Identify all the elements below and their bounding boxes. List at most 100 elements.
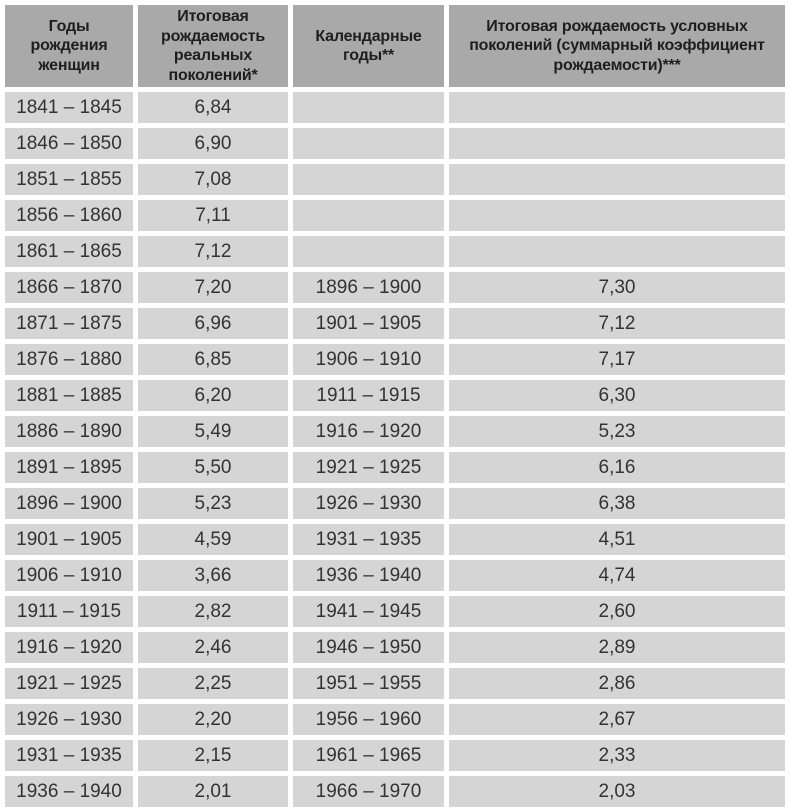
cell-cohort-fertility: 7,11 <box>138 200 288 232</box>
cell-cohort-fertility: 7,20 <box>138 272 288 304</box>
table-row: 1881 – 1885 6,20 1911 – 1915 6,30 <box>5 380 785 412</box>
cell-cohort-fertility: 6,84 <box>138 92 288 124</box>
table-row: 1911 – 1915 2,82 1941 – 1945 2,60 <box>5 596 785 628</box>
cell-calendar-years: 1941 – 1945 <box>293 596 444 628</box>
cell-birth-years: 1926 – 1930 <box>5 704 133 736</box>
table-row: 1871 – 1875 6,96 1901 – 1905 7,12 <box>5 308 785 340</box>
table-row: 1866 – 1870 7,20 1896 – 1900 7,30 <box>5 272 785 304</box>
table-row: 1931 – 1935 2,15 1961 – 1965 2,33 <box>5 740 785 772</box>
table-row: 1876 – 1880 6,85 1906 – 1910 7,17 <box>5 344 785 376</box>
cell-calendar-years: 1906 – 1910 <box>293 344 444 376</box>
cell-birth-years: 1856 – 1860 <box>5 200 133 232</box>
table-row: 1841 – 1845 6,84 <box>5 92 785 124</box>
cell-calendar-years <box>293 164 444 196</box>
cell-birth-years: 1881 – 1885 <box>5 380 133 412</box>
cell-calendar-years <box>293 236 444 268</box>
cell-calendar-years: 1896 – 1900 <box>293 272 444 304</box>
cell-period-fertility: 7,12 <box>449 308 785 340</box>
cell-calendar-years <box>293 200 444 232</box>
cell-calendar-years: 1951 – 1955 <box>293 668 444 700</box>
table-row: 1861 – 1865 7,12 <box>5 236 785 268</box>
cell-calendar-years: 1931 – 1935 <box>293 524 444 556</box>
cell-cohort-fertility: 2,01 <box>138 776 288 808</box>
table-row: 1851 – 1855 7,08 <box>5 164 785 196</box>
cell-cohort-fertility: 6,85 <box>138 344 288 376</box>
cell-cohort-fertility: 6,90 <box>138 128 288 160</box>
cell-period-fertility <box>449 236 785 268</box>
cell-period-fertility: 7,30 <box>449 272 785 304</box>
table-body: 1841 – 1845 6,84 1846 – 1850 6,90 1851 – 185… <box>5 92 785 808</box>
cell-calendar-years: 1956 – 1960 <box>293 704 444 736</box>
cell-period-fertility: 6,38 <box>449 488 785 520</box>
cell-birth-years: 1891 – 1895 <box>5 452 133 484</box>
table-row: 1846 – 1850 6,90 <box>5 128 785 160</box>
cell-cohort-fertility: 2,46 <box>138 632 288 664</box>
cell-birth-years: 1886 – 1890 <box>5 416 133 448</box>
cell-cohort-fertility: 7,08 <box>138 164 288 196</box>
cell-birth-years: 1911 – 1915 <box>5 596 133 628</box>
table-row: 1891 – 1895 5,50 1921 – 1925 6,16 <box>5 452 785 484</box>
table-row: 1886 – 1890 5,49 1916 – 1920 5,23 <box>5 416 785 448</box>
cell-calendar-years: 1901 – 1905 <box>293 308 444 340</box>
cell-period-fertility: 2,33 <box>449 740 785 772</box>
cell-calendar-years: 1911 – 1915 <box>293 380 444 412</box>
cell-cohort-fertility: 2,25 <box>138 668 288 700</box>
col-header-cohort-fertility: Итоговая рождаемость реальных поколений* <box>138 5 288 88</box>
cell-birth-years: 1896 – 1900 <box>5 488 133 520</box>
cell-period-fertility: 2,03 <box>449 776 785 808</box>
cell-calendar-years: 1961 – 1965 <box>293 740 444 772</box>
cell-cohort-fertility: 5,50 <box>138 452 288 484</box>
cell-birth-years: 1841 – 1845 <box>5 92 133 124</box>
cell-birth-years: 1906 – 1910 <box>5 560 133 592</box>
table-header-row: Годы рождения женщин Итоговая рождаемост… <box>5 5 785 88</box>
cell-cohort-fertility: 4,59 <box>138 524 288 556</box>
cell-period-fertility: 2,67 <box>449 704 785 736</box>
table-row: 1936 – 1940 2,01 1966 – 1970 2,03 <box>5 776 785 808</box>
cell-period-fertility <box>449 164 785 196</box>
cell-birth-years: 1861 – 1865 <box>5 236 133 268</box>
col-header-period-fertility: Итоговая рождаемость условных поколений … <box>449 5 785 88</box>
cell-calendar-years: 1936 – 1940 <box>293 560 444 592</box>
cell-birth-years: 1921 – 1925 <box>5 668 133 700</box>
cell-cohort-fertility: 2,15 <box>138 740 288 772</box>
cell-cohort-fertility: 5,49 <box>138 416 288 448</box>
cell-period-fertility: 5,23 <box>449 416 785 448</box>
cell-calendar-years: 1916 – 1920 <box>293 416 444 448</box>
cell-period-fertility: 2,86 <box>449 668 785 700</box>
cell-calendar-years: 1921 – 1925 <box>293 452 444 484</box>
cell-cohort-fertility: 2,82 <box>138 596 288 628</box>
table-row: 1856 – 1860 7,11 <box>5 200 785 232</box>
cell-cohort-fertility: 6,20 <box>138 380 288 412</box>
cell-birth-years: 1901 – 1905 <box>5 524 133 556</box>
cell-period-fertility: 4,74 <box>449 560 785 592</box>
table-row: 1921 – 1925 2,25 1951 – 1955 2,86 <box>5 668 785 700</box>
cell-birth-years: 1846 – 1850 <box>5 128 133 160</box>
cell-birth-years: 1871 – 1875 <box>5 308 133 340</box>
table-row: 1916 – 1920 2,46 1946 – 1950 2,89 <box>5 632 785 664</box>
cell-cohort-fertility: 5,23 <box>138 488 288 520</box>
cell-birth-years: 1916 – 1920 <box>5 632 133 664</box>
cell-period-fertility: 6,30 <box>449 380 785 412</box>
cell-period-fertility: 7,17 <box>449 344 785 376</box>
cell-period-fertility <box>449 128 785 160</box>
table-row: 1926 – 1930 2,20 1956 – 1960 2,67 <box>5 704 785 736</box>
cell-cohort-fertility: 2,20 <box>138 704 288 736</box>
cell-calendar-years <box>293 92 444 124</box>
cell-birth-years: 1876 – 1880 <box>5 344 133 376</box>
cell-cohort-fertility: 3,66 <box>138 560 288 592</box>
cell-birth-years: 1936 – 1940 <box>5 776 133 808</box>
table-row: 1906 – 1910 3,66 1936 – 1940 4,74 <box>5 560 785 592</box>
table-row: 1896 – 1900 5,23 1926 – 1930 6,38 <box>5 488 785 520</box>
col-header-birth-years: Годы рождения женщин <box>5 5 133 88</box>
cell-birth-years: 1931 – 1935 <box>5 740 133 772</box>
cell-calendar-years: 1946 – 1950 <box>293 632 444 664</box>
cell-period-fertility <box>449 92 785 124</box>
cell-cohort-fertility: 6,96 <box>138 308 288 340</box>
cell-calendar-years: 1926 – 1930 <box>293 488 444 520</box>
cell-birth-years: 1866 – 1870 <box>5 272 133 304</box>
cell-calendar-years: 1966 – 1970 <box>293 776 444 808</box>
table-row: 1901 – 1905 4,59 1931 – 1935 4,51 <box>5 524 785 556</box>
cell-period-fertility: 2,60 <box>449 596 785 628</box>
